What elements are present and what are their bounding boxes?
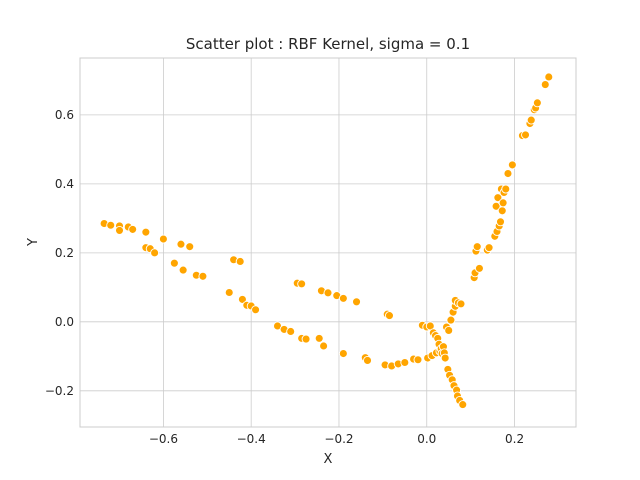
data-point [501,184,511,194]
data-point [235,257,245,266]
data-point [444,325,454,335]
data-point [458,400,468,410]
y-tick-label: −0.2 [45,384,74,398]
data-point [237,294,247,304]
data-point [150,248,160,258]
data-point [385,311,394,321]
data-point [338,293,348,303]
data-point [456,299,466,309]
y-axis-label: Y [26,238,41,247]
data-point [251,305,261,315]
data-point [493,193,503,203]
y-tick-label: 0.4 [55,177,74,191]
x-tick-labels: −0.6 −0.4 −0.2 0.0 0.2 [149,432,524,446]
plot-frame [79,57,577,428]
x-axis-label: X [324,452,333,467]
y-tick-label: 0.6 [55,108,74,122]
x-tick-label: −0.4 [237,432,266,446]
data-point [224,288,234,297]
data-point [158,234,168,244]
x-tick-label: −0.6 [149,432,178,446]
x-tick-label: 0.2 [505,432,524,446]
x-tick-label: 0.0 [417,432,436,446]
data-point [176,239,186,249]
data-point [286,327,296,336]
data-point [503,169,513,178]
data-point [474,263,484,273]
data-point [491,201,501,211]
y-tick-label: 0.0 [55,315,74,329]
data-point [323,288,333,298]
data-point [301,334,311,344]
data-point [178,265,188,275]
data-point [498,198,508,208]
data-point [400,358,410,367]
data-point [363,355,372,365]
data-point [496,217,505,227]
data-point [352,297,361,307]
data-point [198,271,208,281]
data-point [540,80,550,90]
data-point [106,220,116,230]
x-tick-label: −0.2 [324,432,353,446]
data-point [446,315,456,325]
data-point [141,227,151,237]
data-point [413,355,423,365]
data-point [115,225,124,235]
grid-lines [80,58,576,427]
data-point [484,243,494,253]
data-point [532,98,542,108]
data-point [297,279,307,289]
data-point [319,341,329,351]
data-point [185,242,195,252]
data-point [338,349,348,358]
data-point [497,206,507,216]
data-point [526,115,536,125]
chart-title: Scatter plot : RBF Kernel, sigma = 0.1 [186,35,470,53]
data-point [169,258,179,268]
data-point [314,333,324,343]
y-tick-labels: −0.2 0.0 0.2 0.4 0.6 [45,108,74,398]
data-points [99,72,554,410]
data-point [521,130,530,140]
data-point [440,353,450,363]
data-point [472,242,482,252]
data-point [544,72,554,82]
data-point [128,224,138,234]
data-point [507,160,517,170]
y-tick-label: 0.2 [55,246,74,260]
